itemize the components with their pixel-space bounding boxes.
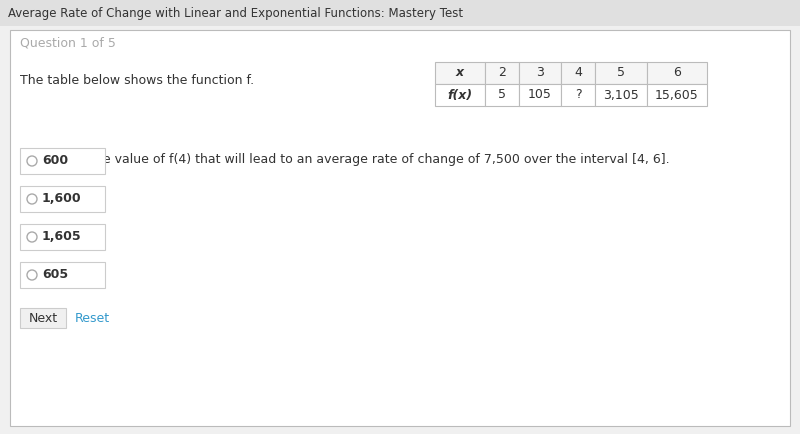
Bar xyxy=(595,84,647,106)
Text: 5: 5 xyxy=(617,66,625,79)
Text: 600: 600 xyxy=(42,155,68,168)
Bar xyxy=(595,62,647,84)
Bar xyxy=(561,84,595,106)
Text: 3: 3 xyxy=(536,66,544,79)
Text: Question 1 of 5: Question 1 of 5 xyxy=(20,36,116,49)
Text: ?: ? xyxy=(574,89,582,102)
Bar xyxy=(485,84,519,106)
Bar xyxy=(20,262,105,288)
Text: Next: Next xyxy=(29,312,58,325)
Bar xyxy=(485,62,519,84)
Text: 5: 5 xyxy=(498,89,506,102)
Circle shape xyxy=(27,270,37,280)
Text: 1,600: 1,600 xyxy=(42,193,82,206)
Text: 105: 105 xyxy=(528,89,552,102)
Text: 15,605: 15,605 xyxy=(655,89,699,102)
Text: 605: 605 xyxy=(42,269,68,282)
Bar xyxy=(20,186,105,212)
Bar xyxy=(20,224,105,250)
Text: 6: 6 xyxy=(673,66,681,79)
Text: Average Rate of Change with Linear and Exponential Functions: Mastery Test: Average Rate of Change with Linear and E… xyxy=(8,7,463,20)
Bar xyxy=(519,62,561,84)
Text: 3,105: 3,105 xyxy=(603,89,639,102)
Bar xyxy=(519,84,561,106)
Text: x: x xyxy=(456,66,464,79)
Bar xyxy=(20,308,66,328)
Bar xyxy=(0,0,800,26)
Circle shape xyxy=(27,156,37,166)
Circle shape xyxy=(27,232,37,242)
Bar xyxy=(435,62,485,84)
Bar xyxy=(561,62,595,84)
Text: The table below shows the function f.: The table below shows the function f. xyxy=(20,73,254,86)
Text: 2: 2 xyxy=(498,66,506,79)
Text: Reset: Reset xyxy=(75,312,110,325)
Bar xyxy=(647,84,707,106)
Circle shape xyxy=(27,194,37,204)
Text: 1,605: 1,605 xyxy=(42,230,82,243)
Bar xyxy=(647,62,707,84)
Text: f(x): f(x) xyxy=(447,89,473,102)
Bar xyxy=(20,148,105,174)
Text: 4: 4 xyxy=(574,66,582,79)
Text: Determine the value of f(4) that will lead to an average rate of change of 7,500: Determine the value of f(4) that will le… xyxy=(20,154,670,167)
Bar xyxy=(435,84,485,106)
